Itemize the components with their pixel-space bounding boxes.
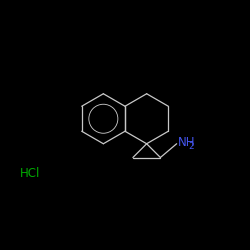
Text: HCl: HCl [20,167,40,180]
Text: NH: NH [178,136,196,149]
Text: 2: 2 [188,142,194,151]
